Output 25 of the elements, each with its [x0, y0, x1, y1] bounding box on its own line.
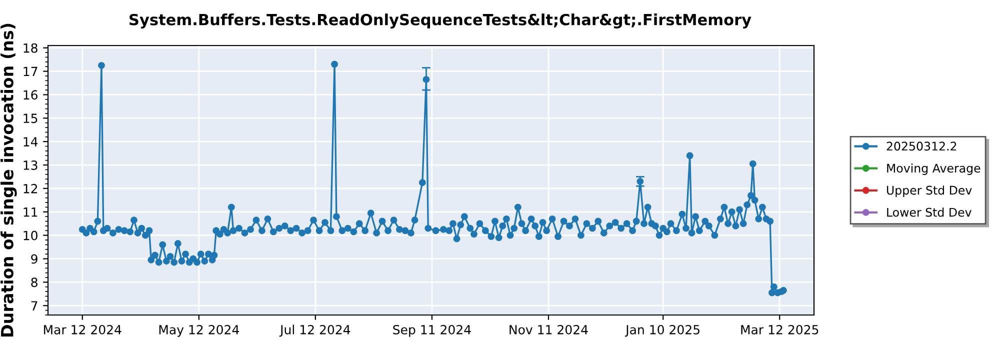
y-tick-label: 14: [24, 137, 38, 146]
y-tick-label: 17: [24, 66, 38, 76]
y-tick-label: 13: [24, 160, 38, 170]
x-tick-label: Mar 12 2024: [44, 324, 122, 334]
y-tick-label: 10: [24, 230, 38, 240]
y-tick-label: 7: [31, 301, 38, 310]
y-tick-label: 11: [24, 208, 38, 217]
y-tick-label: 9: [31, 254, 38, 264]
y-tick-label: 12: [24, 184, 38, 194]
y-tick-label: 15: [24, 114, 38, 124]
legend-label: Upper Std Dev: [886, 186, 972, 197]
y-tick-label: 16: [24, 90, 38, 100]
legend-label: 20250312.2: [886, 142, 956, 151]
y-axis-title: Duration of single invocation (ns): [0, 24, 17, 336]
x-tick-label: Nov 11 2024: [510, 324, 588, 334]
x-tick-label: Mar 12 2025: [741, 324, 818, 334]
x-tick-label: Jan 10 2025: [624, 324, 700, 337]
chart-title: System.Buffers.Tests.ReadOnlySequenceTests&lt;Char&gt;.FirstMemory: [130, 14, 752, 28]
legend-label: Moving Average: [887, 164, 980, 175]
x-tick-label: May 12 2024: [159, 324, 239, 337]
legend-label: Lower Std Dev: [887, 208, 972, 217]
y-tick-label: 18: [24, 43, 38, 53]
x-tick-label: Sep 11 2024: [393, 324, 471, 337]
x-tick-label: Jul 12 2024: [279, 324, 350, 337]
y-tick-label: 8: [31, 278, 38, 288]
